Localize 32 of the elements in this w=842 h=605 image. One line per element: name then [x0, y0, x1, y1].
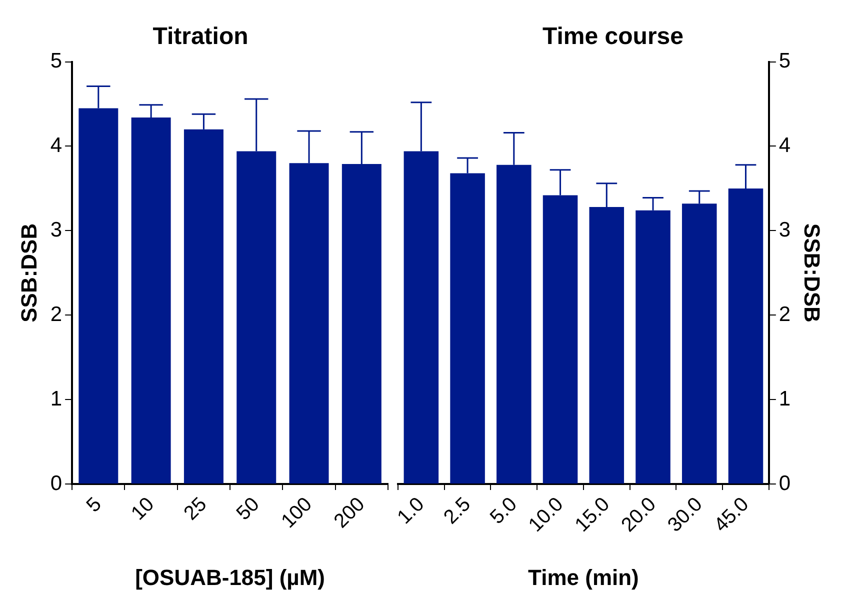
x-axis-title: [OSUAB-185] (µM) [135, 564, 325, 590]
y-tick-label: 2 [50, 302, 62, 326]
y-tick-label: 3 [50, 218, 62, 242]
x-tick-label: 50 [232, 493, 264, 525]
y-tick-label: 1 [50, 387, 62, 410]
y2-tick-label: 4 [778, 134, 791, 158]
x-tick-label: 5.0 [486, 493, 522, 529]
x-tick-label: 25 [180, 493, 212, 525]
y2-tick-label: 1 [778, 387, 791, 410]
y2-tick-label: 0 [778, 472, 791, 495]
x-tick-label: 100 [277, 493, 316, 533]
y2-tick-label: 5 [778, 50, 791, 73]
y-axis-title: SSB:DSB [16, 223, 42, 322]
y2-tick-label: 3 [778, 218, 791, 242]
chart-title: Time course [542, 23, 684, 50]
y-tick-label: 0 [50, 472, 62, 495]
x-tick-label: 45.0 [710, 493, 754, 536]
y2-axis-title: SSB:DSB [800, 223, 825, 322]
x-tick-label: 20.0 [617, 493, 660, 536]
y2-tick-label: 2 [778, 302, 791, 326]
x-tick-label: 5 [82, 493, 106, 517]
x-tick-label: 15.0 [570, 493, 614, 536]
x-tick-label: 30.0 [664, 493, 707, 536]
y-tick-label: 4 [50, 134, 62, 158]
x-tick-label: 10 [127, 493, 158, 525]
x-tick-label: 2.5 [440, 493, 475, 529]
y-tick-label: 5 [50, 50, 62, 73]
chart-title: Titration [152, 23, 248, 50]
x-tick-label: 10.0 [524, 493, 568, 536]
x-tick-label: 200 [330, 493, 370, 533]
x-axis-title: Time (min) [528, 564, 639, 590]
x-tick-label: 1.0 [393, 493, 429, 529]
